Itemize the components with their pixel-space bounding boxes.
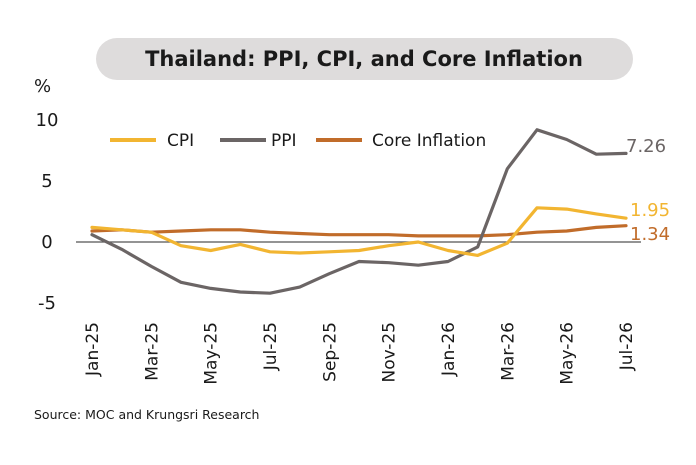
legend: CPI PPI Core Inflation [110, 131, 486, 151]
y-tick-label: 5 [41, 171, 52, 192]
source-note: Source: MOC and Krungsri Research [34, 407, 259, 422]
x-tick-label: Sep-25 [320, 322, 340, 382]
end-label-ppi: 7.26 [626, 136, 666, 157]
y-tick-label: 10 [36, 110, 59, 131]
end-labels: 1.95 7.26 1.34 [626, 136, 670, 245]
x-tick-label: May-26 [558, 322, 578, 385]
x-tick-label: Jul-26 [617, 322, 637, 371]
x-tick-label: Jan-25 [83, 322, 103, 377]
x-tick-label: Mar-26 [498, 322, 518, 381]
x-tick-label: Jul-25 [261, 322, 281, 371]
x-tick-label: May-25 [202, 322, 222, 385]
legend-label-core-inflation: Core Inflation [372, 131, 486, 151]
x-tick-label: Jan-26 [439, 322, 459, 377]
chart-title: Thailand: PPI, CPI, and Core Inflation [96, 38, 633, 80]
chart-title-background [96, 38, 633, 80]
y-axis-ticks: 10 5 0 -5 [36, 110, 59, 314]
series-lines [90, 128, 628, 295]
y-tick-label: 0 [41, 232, 52, 253]
y-tick-label: -5 [38, 293, 56, 314]
x-axis-ticks: Jan-25 Mar-25 May-25 Jul-25 Sep-25 Nov-25 Jan-… [83, 322, 637, 385]
legend-label-ppi: PPI [271, 131, 297, 151]
end-label-core-inflation: 1.34 [630, 224, 670, 245]
end-label-cpi: 1.95 [630, 200, 670, 221]
legend-label-cpi: CPI [167, 131, 194, 151]
x-tick-label: Nov-25 [380, 322, 400, 383]
series-line-cpi [90, 206, 628, 257]
series-line-core-inflation [90, 224, 628, 238]
y-axis-unit: % [34, 76, 51, 97]
series-line-ppi [90, 128, 628, 295]
x-tick-label: Mar-25 [142, 322, 162, 381]
chart-title-text: Thailand: PPI, CPI, and Core Inflation [145, 47, 583, 71]
